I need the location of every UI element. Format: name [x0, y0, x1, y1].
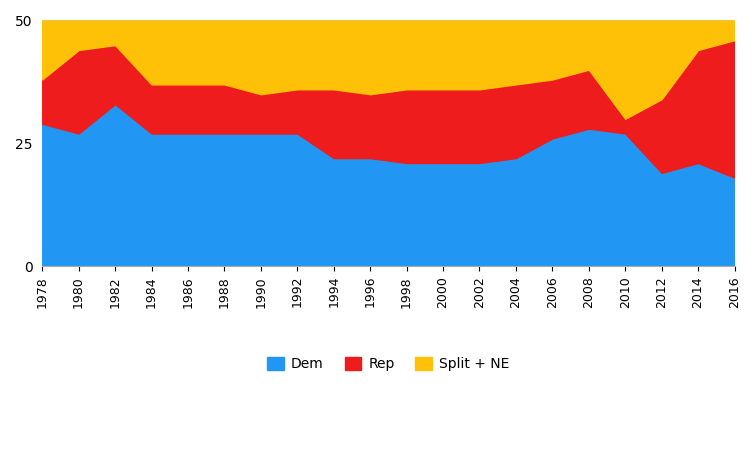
Legend: Dem, Rep, Split + NE: Dem, Rep, Split + NE — [262, 352, 515, 377]
